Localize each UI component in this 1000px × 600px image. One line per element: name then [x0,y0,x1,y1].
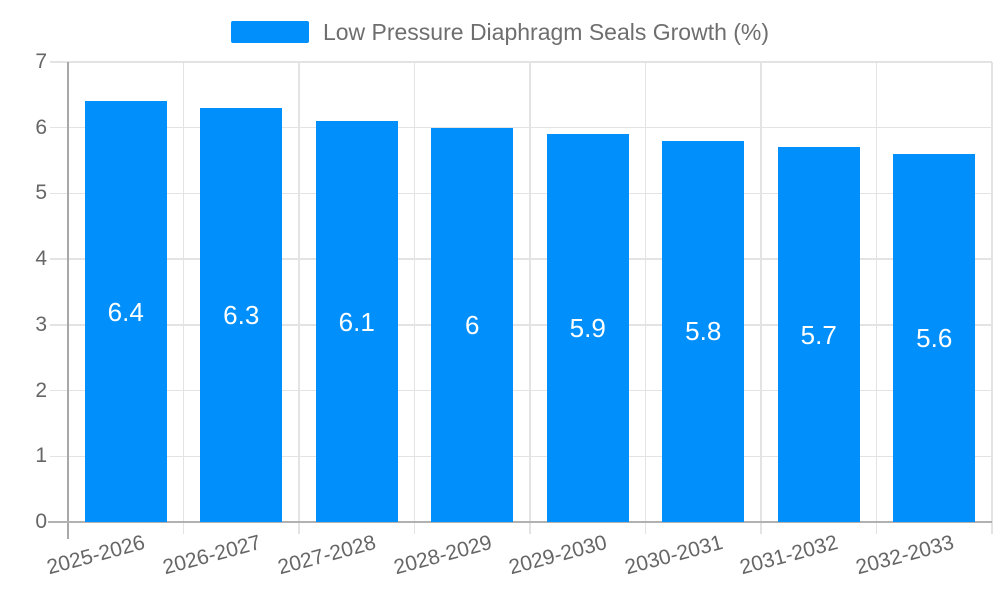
v-gridline [644,62,647,534]
y-tick-label: 5 [35,181,47,205]
v-gridline [182,62,185,534]
bar-value-label: 5.7 [800,319,837,350]
h-gridline [50,192,992,195]
bar [431,127,514,522]
v-gridline [991,62,993,534]
bar-value-label: 5.8 [685,316,722,347]
bar-value-label: 5.6 [916,323,953,353]
h-gridline [50,324,992,326]
x-tick-label: 2030-2031 [622,531,726,580]
h-gridline [50,455,992,458]
bar [84,101,167,522]
v-gridline [760,62,762,534]
y-tick-label: 2 [35,378,47,402]
x-tick-label: 2026-2027 [160,531,264,580]
y-axis-line [67,62,69,539]
x-tick-label: 2027-2028 [275,531,379,580]
x-axis-line [48,521,992,523]
bar [662,140,745,522]
h-gridline [50,389,992,392]
bar-value-label: 6 [465,309,480,340]
bar-value-label: 6.3 [223,300,260,330]
v-gridline [298,62,300,534]
bar-value-label: 5.9 [569,313,606,344]
bar [200,108,283,522]
x-tick-label: 2032-2033 [853,531,957,580]
v-gridline [529,62,531,534]
x-tick-label: 2028-2029 [391,531,495,580]
legend-item[interactable]: Low Pressure Diaphragm Seals Growth (%) [230,18,770,46]
bar [315,121,398,522]
y-tick-label: 4 [35,247,47,271]
legend-series-label: Low Pressure Diaphragm Seals Growth (%) [322,19,770,45]
h-gridline [50,61,992,63]
chart-legend: Low Pressure Diaphragm Seals Growth (%) [0,18,1000,46]
x-tick-label: 2031-2032 [737,531,841,580]
bar-value-label: 6.1 [338,306,375,337]
v-gridline [875,62,878,534]
h-gridline [50,258,992,260]
y-tick-label: 7 [35,50,47,73]
legend-swatch [230,21,309,43]
x-tick-label: 2025-2026 [44,531,148,580]
x-tick-label: 2029-2030 [506,531,610,580]
v-gridline [413,62,416,534]
bar-value-label: 6.4 [107,296,144,327]
y-tick-label: 6 [35,115,47,139]
y-tick-label: 1 [35,444,47,468]
h-gridline [50,126,992,129]
bar [546,134,629,522]
y-tick-label: 0 [35,510,47,533]
y-tick-label: 3 [35,312,47,336]
bar [893,154,976,522]
bar [777,147,860,522]
